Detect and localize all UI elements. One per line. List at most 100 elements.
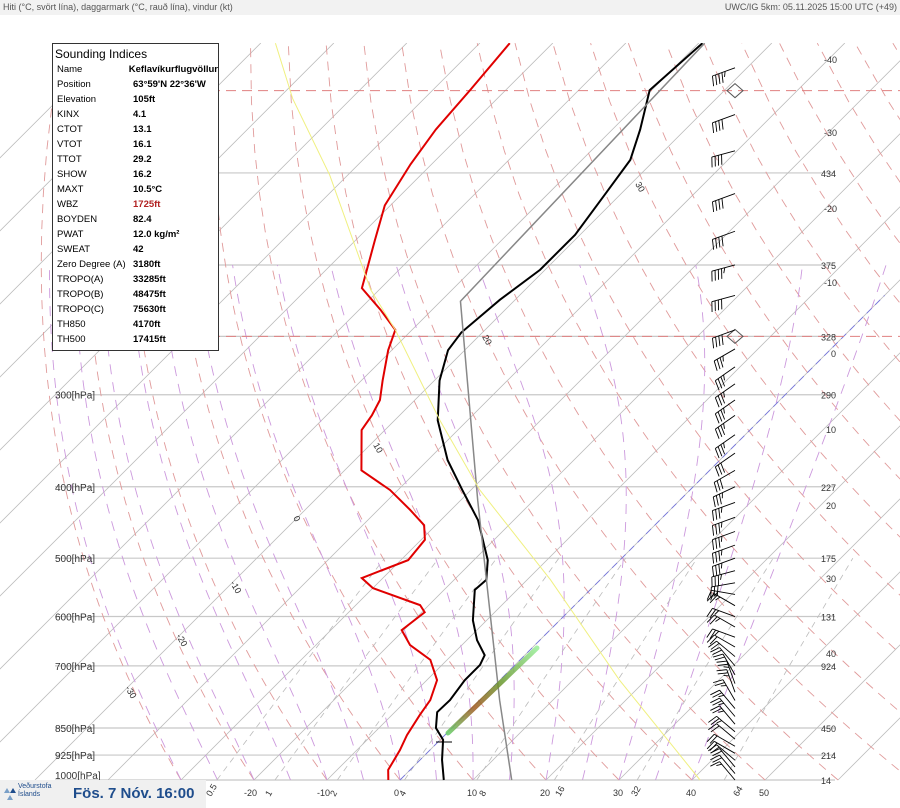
x-tick-label: 0 <box>394 788 399 798</box>
barb-feather <box>712 700 722 706</box>
barb-feather <box>720 393 726 404</box>
index-value: 33285ft <box>133 274 166 285</box>
chart-header: Hiti (°C, svört lína), daggarmark (°C, r… <box>0 0 900 15</box>
wind-barb-icon <box>714 452 736 477</box>
index-key: MAXT <box>57 184 84 195</box>
series-parcel <box>459 43 706 781</box>
right-temp-label: -30 <box>824 128 837 138</box>
barb-feather <box>720 376 726 387</box>
tropopause-marker-icon <box>726 83 744 99</box>
wind-barb-icon <box>712 501 736 521</box>
barb-feather <box>720 409 726 420</box>
wind-barb-icon <box>713 469 736 493</box>
x-tick-label: 30 <box>613 788 623 798</box>
barb-staff <box>719 697 736 717</box>
barb-feather <box>715 596 721 601</box>
wind-barb-icon <box>716 660 736 684</box>
barb-staff <box>712 114 736 124</box>
logo-name-1: Veðurstofa <box>18 783 52 790</box>
index-row: SHOW 16.2 <box>55 167 218 182</box>
index-value: 29.2 <box>133 154 152 165</box>
barb-feather <box>720 462 726 473</box>
height-label: 131 <box>821 613 836 623</box>
isotherm <box>34 43 773 781</box>
index-key: CTOT <box>57 124 83 135</box>
barb-staff <box>715 415 736 430</box>
barb-staff <box>712 501 736 512</box>
dry-adiabat <box>854 43 900 121</box>
adiabat-label: 10 <box>371 441 385 455</box>
barb-feather <box>712 338 715 349</box>
dry-adiabat <box>514 43 900 654</box>
x-tick-label: 10 <box>467 788 477 798</box>
height-label: 375 <box>821 261 836 271</box>
barb-feather <box>723 442 725 449</box>
barb-feather <box>712 692 722 698</box>
model-run-info: UWC/IG 5km: 05.11.2025 15:00 UTC (+49) <box>724 2 897 12</box>
barb-feather <box>718 335 721 347</box>
index-value: 16.2 <box>133 169 152 180</box>
index-key: Zero Degree (A) <box>57 259 126 270</box>
barb-feather <box>715 538 718 549</box>
adiabat-label: 30 <box>633 180 647 194</box>
barb-feather <box>710 642 720 650</box>
barb-feather <box>715 565 718 576</box>
wind-barb-icon <box>710 647 736 667</box>
index-value: 16.1 <box>133 139 152 150</box>
adiabat-label: -20 <box>174 632 189 648</box>
barb-feather <box>714 466 720 477</box>
mixing-ratio-label: 1 <box>263 789 274 798</box>
index-key: TROPO(B) <box>57 289 104 300</box>
barb-feather <box>714 428 720 439</box>
barb-feather <box>715 524 718 535</box>
wind-barb-icon <box>712 486 736 508</box>
isotherm <box>618 498 900 781</box>
wind-barb-icon <box>711 150 736 168</box>
index-value: 82.4 <box>133 214 152 225</box>
barb-feather <box>718 550 721 562</box>
barb-staff <box>715 366 736 382</box>
mixing-ratio-label: 4 <box>397 789 408 798</box>
isotherm <box>764 644 900 781</box>
wind-barb-icon <box>712 193 736 213</box>
moist-adiabat <box>159 264 328 781</box>
barb-feather <box>716 763 722 767</box>
dry-adiabat <box>476 43 900 713</box>
isotherm <box>0 43 481 524</box>
index-row: TROPO(B) 48475ft <box>55 287 218 302</box>
barb-feather <box>710 697 720 704</box>
index-value: 17415ft <box>133 334 166 345</box>
index-value: 1725ft <box>133 199 161 210</box>
index-value: 13.1 <box>133 124 152 135</box>
wind-barb-icon <box>710 754 736 774</box>
barb-staff <box>716 744 736 761</box>
barb-staff <box>712 628 736 638</box>
barb-feather <box>718 237 721 248</box>
wind-barb-icon <box>713 348 736 371</box>
barb-feather <box>723 666 730 668</box>
right-temp-label: -40 <box>824 55 837 65</box>
index-value: 4170ft <box>133 319 161 330</box>
adiabat-label: 20 <box>480 333 494 347</box>
wind-barb-icon <box>714 383 736 408</box>
mixing-ratio-label: 32 <box>629 784 643 798</box>
barb-feather <box>717 672 728 675</box>
barb-staff <box>712 193 736 203</box>
barb-staff <box>711 570 736 578</box>
barb-feather <box>715 552 718 563</box>
index-value: 105ft <box>133 94 156 105</box>
footer-logo-box: Veðurstofa Íslands Fös. 7 Nóv. 16:00 <box>0 780 206 808</box>
index-value: 10.5°C <box>133 184 163 195</box>
barb-feather <box>710 689 720 696</box>
index-key: TROPO(A) <box>57 274 104 285</box>
series-temperature <box>434 43 704 781</box>
barb-staff <box>719 647 736 667</box>
barb-staff <box>719 754 736 774</box>
barb-staff <box>712 557 736 567</box>
adiabat-label: -10 <box>228 579 243 595</box>
barb-feather <box>723 391 725 398</box>
isotherm <box>0 43 700 743</box>
barb-staff <box>711 582 736 588</box>
mixing-ratio-label: 16 <box>553 784 567 798</box>
moist-adiabat <box>129 264 291 781</box>
